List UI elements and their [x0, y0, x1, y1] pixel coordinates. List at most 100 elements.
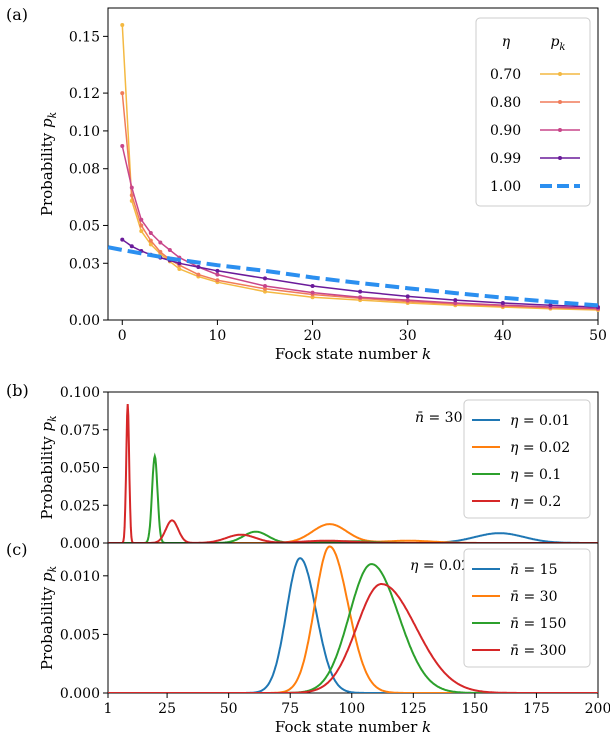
x-tick-label: 30 — [399, 328, 417, 344]
data-point — [120, 144, 125, 149]
y-tick-label: 0.050 — [60, 461, 100, 477]
legend: η = 0.01 η = 0.02 η = 0.1 η = 0.2 — [463, 399, 591, 519]
series-line — [108, 557, 598, 693]
x-tick-label: 25 — [158, 701, 176, 717]
legend-frame — [475, 17, 591, 207]
legend: η pk​ 0.70 0.80 0.90 0.99 1.00 — [475, 17, 591, 207]
y-tick-label: 0.025 — [60, 498, 100, 514]
series-line — [108, 545, 598, 693]
y-axis-label: Probability pk​ — [38, 566, 59, 670]
y-tick-label: 0.000 — [60, 536, 100, 552]
data-point — [262, 276, 267, 281]
series-line — [108, 532, 598, 543]
y-tick-label: 0.12 — [69, 86, 100, 102]
data-point — [120, 237, 125, 242]
data-point — [177, 266, 182, 271]
data-point — [453, 300, 458, 305]
data-point — [148, 242, 153, 247]
series-line — [108, 523, 598, 543]
data-point — [148, 231, 153, 236]
legend-label: n̄ = 15 — [510, 562, 557, 578]
data-point — [158, 240, 163, 245]
y-tick-label: 0.100 — [60, 385, 100, 401]
annotation: n̄ = 30 — [415, 410, 462, 426]
data-point — [148, 238, 153, 243]
legend-header-pk: pk​ — [550, 34, 565, 53]
legend-marker — [558, 128, 562, 132]
data-point — [129, 185, 134, 190]
x-tick-label: 20 — [304, 328, 322, 344]
annotation: η = 0.02 — [410, 558, 470, 574]
data-point — [215, 272, 220, 277]
legend-label: η = 0.2 — [510, 494, 561, 510]
x-tick-label: 100 — [338, 701, 365, 717]
data-point — [405, 298, 410, 303]
legend-label: n̄ = 300 — [510, 643, 566, 659]
x-tick-label: 125 — [400, 701, 427, 717]
x-tick-label: 150 — [462, 701, 489, 717]
legend-label: 0.70 — [490, 67, 521, 83]
data-point — [167, 248, 172, 253]
panel-0: 0.00 0.03 0.05 0.08 0.10 0.12 0.15 0 10 20 30 40 50 (… — [6, 5, 607, 363]
data-point — [120, 23, 125, 28]
legend-label: η = 0.02 — [510, 440, 570, 456]
y-tick-label: 0.00 — [69, 313, 100, 329]
legend-marker — [558, 100, 562, 104]
data-point — [310, 290, 315, 295]
data-point — [262, 286, 267, 291]
legend-label: 0.80 — [490, 95, 521, 111]
data-point — [139, 223, 144, 228]
series-line — [108, 245, 598, 308]
data-point — [310, 283, 315, 288]
y-tick-label: 0.15 — [69, 29, 100, 45]
y-tick-label: 0.03 — [69, 256, 100, 272]
data-point — [548, 303, 553, 308]
legend-marker — [558, 72, 562, 76]
legend-label: n̄ = 150 — [510, 616, 566, 632]
y-tick-label: 0.10 — [69, 124, 100, 140]
panel-label: (c) — [6, 540, 27, 559]
data-point — [196, 272, 201, 277]
x-axis-label: Fock state number k — [275, 345, 431, 363]
legend-marker — [558, 156, 562, 160]
panel-label: (a) — [6, 5, 28, 24]
x-tick-label: 40 — [494, 328, 512, 344]
x-tick-label: 50 — [589, 328, 607, 344]
legend-label: 0.99 — [490, 151, 521, 167]
legend-label: 1.00 — [490, 179, 521, 195]
legend-label: n̄ = 30 — [510, 589, 557, 605]
data-point — [139, 217, 144, 222]
legend-label: η = 0.1 — [510, 467, 561, 483]
data-point — [310, 295, 315, 300]
data-point — [215, 268, 220, 273]
data-point — [358, 295, 363, 300]
data-point — [177, 261, 182, 266]
data-point — [120, 91, 125, 96]
y-tick-label: 0.05 — [69, 218, 100, 234]
x-tick-label: 200 — [585, 701, 610, 717]
legend-label: η = 0.01 — [510, 413, 570, 429]
data-point — [139, 229, 144, 234]
data-point — [158, 249, 163, 254]
series-line — [108, 563, 598, 693]
y-tick-label: 0.005 — [60, 627, 100, 643]
data-point — [453, 298, 458, 303]
y-tick-label: 0.08 — [69, 162, 100, 178]
x-tick-label: 0 — [118, 328, 127, 344]
panel-1: 0.000 0.025 0.050 0.075 0.100 (b) Probability … — [6, 381, 599, 552]
x-axis-label: Fock state number k — [275, 718, 431, 736]
y-tick-label: 0.000 — [60, 686, 100, 702]
y-axis-label: Probability pk​ — [38, 112, 59, 216]
data-point — [358, 289, 363, 294]
x-tick-label: 75 — [281, 701, 299, 717]
y-axis-label: Probability pk​ — [38, 415, 59, 519]
data-point — [500, 300, 505, 305]
x-tick-label: 10 — [209, 328, 227, 344]
legend-frame — [463, 548, 591, 668]
series-line — [108, 583, 598, 693]
data-point — [405, 294, 410, 299]
data-point — [262, 289, 267, 294]
data-point — [129, 244, 134, 249]
